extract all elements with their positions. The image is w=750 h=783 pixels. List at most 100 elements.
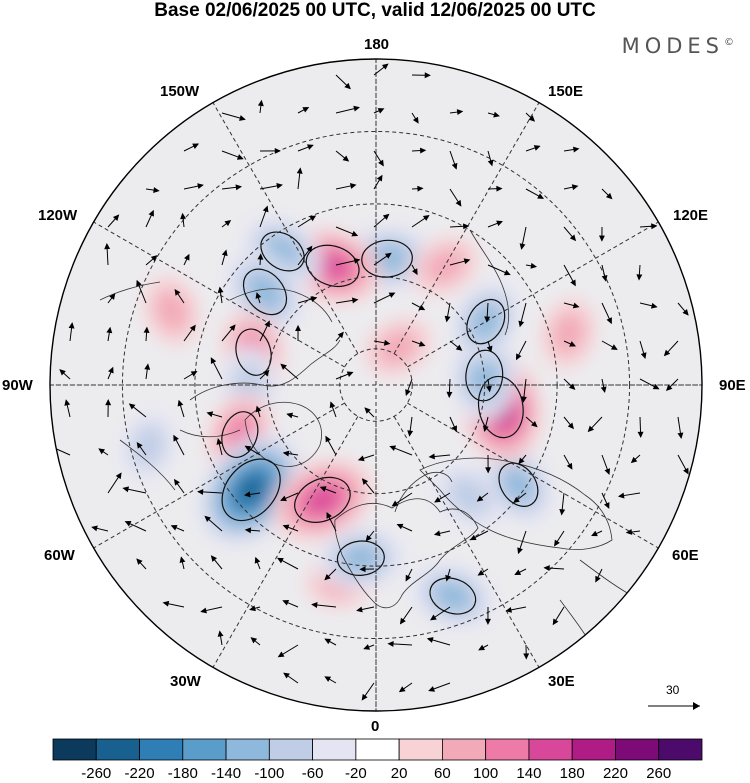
graticule [50, 59, 702, 711]
colorbar-tick-label: -180 [167, 765, 198, 782]
wind-vector-head [482, 425, 489, 433]
wind-vector-head [204, 515, 211, 522]
wind-vector-head [503, 269, 511, 276]
wind-vector-head [484, 618, 491, 625]
wind-vector-head [566, 462, 573, 470]
wind-vector-head [601, 275, 608, 282]
wind-vector-head [496, 185, 503, 192]
wind-vector-head [324, 573, 331, 581]
anomaly-contour-fill [471, 304, 501, 339]
wind-vector-head [569, 234, 577, 242]
wind-vector-head [324, 638, 332, 645]
wind-vector-head [572, 146, 580, 153]
wind-vector-head [513, 496, 520, 504]
modes-logo: MODES© [622, 34, 734, 58]
wind-vector-head [405, 389, 411, 396]
wind-vectors [50, 63, 689, 701]
wind-vector-head [122, 486, 130, 493]
wind-vector-head [682, 309, 689, 316]
colorbar-swatch [441, 738, 487, 761]
wind-vector-head [519, 243, 526, 250]
wind-vector-head [398, 686, 406, 693]
colorbar-swatch [225, 738, 270, 761]
wind-vector-head [349, 183, 357, 189]
wind-vector-head [353, 105, 360, 112]
contour-line [221, 411, 259, 458]
wind-vector-head [344, 82, 351, 90]
wind-vector-head [216, 438, 223, 445]
meridian-line [212, 416, 359, 668]
contour-line [336, 540, 385, 576]
contour-line [465, 349, 504, 402]
wind-vector-head [571, 184, 579, 191]
wind-vector-head [282, 450, 290, 457]
wind-vector-head [455, 344, 463, 351]
wind-vector-head [249, 605, 256, 612]
wind-vector-head [477, 569, 485, 576]
wind-vector-head [364, 407, 371, 414]
wind-vector-head [486, 385, 492, 393]
wind-vector-head [302, 107, 310, 113]
wind-vector-head [282, 524, 290, 531]
wind-vector-head [217, 286, 224, 293]
map-disc [50, 59, 702, 711]
wind-vector-head [640, 352, 647, 360]
wind-vector-head [405, 574, 412, 582]
colorbar-tick-label: 260 [646, 765, 672, 782]
wind-vector-head [523, 653, 530, 660]
wind-vector-head [528, 115, 536, 122]
wind-vector-head [217, 630, 224, 637]
lon-label-60e: 60E [672, 547, 699, 564]
wind-vector-head [630, 456, 638, 464]
wind-vector-head [428, 686, 435, 692]
wind-vector-head [286, 412, 294, 419]
wind-vector-head [106, 326, 113, 334]
wind-vector-head [663, 349, 671, 357]
wind-vector-head [153, 187, 160, 193]
wind-vector-head [296, 167, 303, 174]
wind-vector-head [224, 220, 232, 227]
wind-vector-head [329, 401, 336, 409]
wind-vector-head [136, 279, 142, 287]
wind-vector-head [496, 220, 503, 227]
wind-vector-head [430, 614, 437, 621]
wind-vector-head [456, 109, 464, 116]
wind-vector-head [280, 495, 287, 502]
wind-vector-head [280, 363, 287, 370]
wind-vector-head [419, 147, 427, 154]
wind-vector-head [469, 534, 477, 541]
wind-vector-head [235, 184, 242, 191]
wind-vector-head [617, 492, 625, 499]
wind-vector-head [426, 637, 434, 643]
anomaly-contour-fill [447, 475, 491, 517]
coastline-siberia [419, 457, 613, 550]
wind-vector-head [239, 115, 246, 121]
wind-vector-head [568, 383, 576, 390]
wind-vector-head [521, 396, 527, 403]
wind-vector-head [485, 467, 492, 474]
wind-vector-head [377, 108, 385, 114]
wind-vector-head [605, 192, 613, 200]
colorbar-tick-label: -20 [345, 765, 367, 782]
colorbar-swatch [182, 738, 227, 761]
wind-vector-head [363, 644, 371, 650]
wind-vector-head [144, 363, 151, 370]
wind-vector-head [418, 340, 426, 347]
wind-vector-head [326, 511, 332, 519]
wind-vector-head [112, 214, 120, 221]
contour-line [477, 375, 524, 439]
wind-vector-head [569, 341, 577, 347]
wind-vector-head [177, 399, 184, 407]
wind-vector-head [606, 317, 612, 325]
wind-vector-head [428, 453, 435, 460]
wind-vector-head [250, 637, 258, 644]
wind-vector-head [180, 212, 187, 220]
contour-line [294, 476, 351, 523]
coastline-americas-south [99, 281, 176, 491]
wind-vector-head [399, 617, 406, 625]
wind-vector-head [274, 147, 281, 154]
contour-line [221, 458, 281, 522]
wind-vector-head [487, 159, 494, 167]
lon-label-30e: 30E [548, 673, 575, 690]
contour-line [242, 268, 288, 316]
